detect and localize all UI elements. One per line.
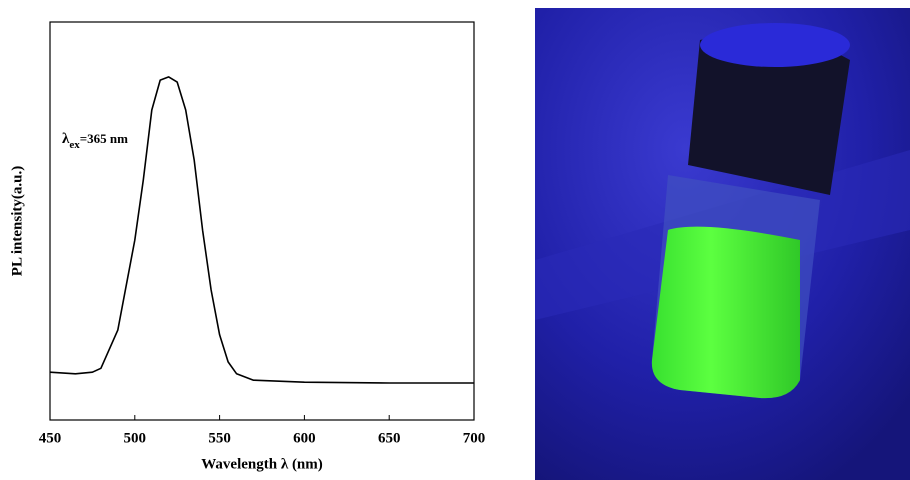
x-tick-label: 600 [293,430,316,446]
annotation: λex=365 nm [62,131,128,151]
spectrum-line [49,76,474,384]
vial-cap [688,33,850,196]
annotation-subscript: ex [69,139,80,151]
vial-cap-top [700,23,850,67]
x-tick-label: 650 [378,430,401,446]
x-tick-label: 700 [463,430,486,446]
x-tick-label: 450 [39,430,62,446]
photo [535,8,910,480]
annotation-symbol: λ [62,131,70,147]
x-tick-label: 550 [208,430,231,446]
plot-frame [49,21,475,421]
x-tick-label: 500 [124,430,147,446]
annotation-text: =365 nm [80,131,128,146]
y-axis-label: PL intensity(a.u.) [9,166,25,276]
vial-liquid [651,226,800,399]
x-axis-label: Wavelength λ (nm) [201,456,323,472]
